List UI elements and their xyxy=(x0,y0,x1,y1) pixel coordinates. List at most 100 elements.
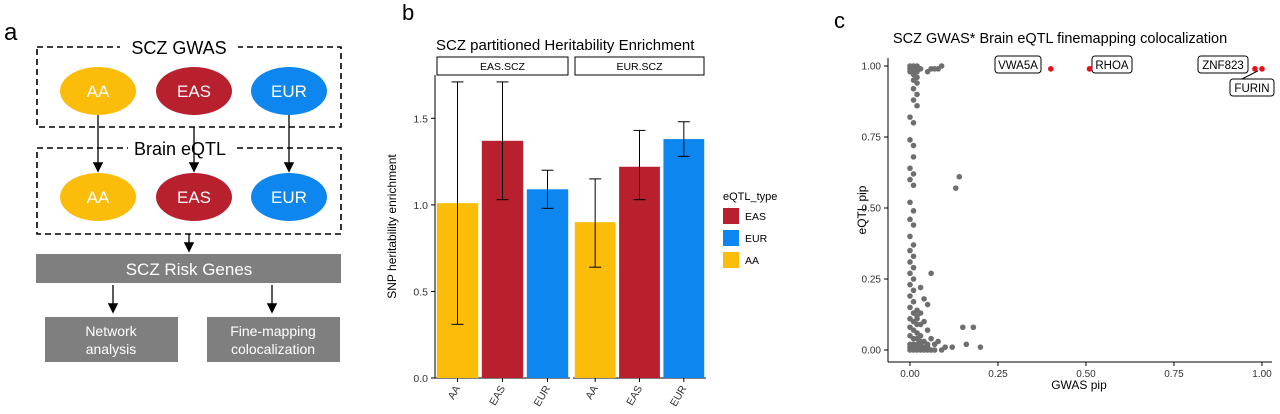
legend-label: AA xyxy=(745,255,759,267)
scatter-point xyxy=(907,176,913,183)
panel-a-workflow-diagram: a SCZ GWAS AA EAS EUR Brain eQTL AA EAS … xyxy=(0,0,360,409)
eqtl-node-aa xyxy=(60,173,136,221)
legend-swatch xyxy=(723,252,739,268)
scatter-point xyxy=(907,304,913,311)
gene-label-box xyxy=(1229,78,1275,97)
bar xyxy=(663,139,705,378)
bar-y-tick-label: 0.5 xyxy=(413,286,428,298)
scatter-point xyxy=(928,270,934,277)
legend-swatch xyxy=(723,230,739,246)
network-label-line2: analysis xyxy=(86,341,137,357)
scatter-point xyxy=(960,324,966,331)
bar-y-tick-label: 1.0 xyxy=(413,200,428,212)
finemap-label-line2: colocalization xyxy=(231,341,315,357)
facet-strip xyxy=(436,56,569,76)
legend-title: eQTL_type xyxy=(723,191,777,203)
scatter-x-tick-label: 0.00 xyxy=(900,369,920,380)
risk-genes-label: SCZ Risk Genes xyxy=(126,260,253,279)
gene-label: VWA5A xyxy=(998,60,1038,72)
scatter-point xyxy=(910,253,917,260)
panel-c-scatter-plot: c SCZ GWAS* Brain eQTL finemapping coloc… xyxy=(830,0,1280,409)
scatter-xlabel: GWAS pip xyxy=(1051,378,1107,392)
bar-x-tick-label: AA xyxy=(446,384,463,402)
eqtl-group-title: Brain eQTL xyxy=(134,139,226,159)
bar-x-tick-label: AA xyxy=(583,384,600,402)
gwas-title-mask xyxy=(120,36,238,58)
scatter-point xyxy=(914,102,920,109)
scatter-point xyxy=(952,185,959,191)
finemapping-box xyxy=(207,317,340,362)
gwas-node-eur-label: EUR xyxy=(271,82,307,101)
bar-chart-ylabel: SNP heritability enrichment xyxy=(385,154,399,299)
colocalization-scatter-svg: c SCZ GWAS* Brain eQTL finemapping coloc… xyxy=(834,8,1275,392)
network-analysis-box xyxy=(45,317,178,362)
legend-label: EAS xyxy=(745,211,766,223)
scatter-point xyxy=(914,307,920,314)
eqtl-node-eas xyxy=(156,173,232,221)
highlighted-point xyxy=(1259,66,1265,72)
bar xyxy=(619,166,660,378)
gene-label: ZNF823 xyxy=(1202,60,1244,72)
eqtl-node-eur-label: EUR xyxy=(271,188,307,207)
scatter-point xyxy=(910,222,917,228)
facet-strip xyxy=(574,56,705,76)
scatter-point xyxy=(910,298,917,305)
gene-label-box xyxy=(1091,55,1133,74)
scatter-point xyxy=(907,165,913,172)
scatter-point xyxy=(907,199,913,206)
scatter-point xyxy=(977,344,984,350)
scatter-point xyxy=(910,154,917,160)
scatter-y-tick-label: 0.50 xyxy=(862,204,882,215)
scatter-y-tick-label: 0.00 xyxy=(862,346,882,357)
scatter-point xyxy=(907,233,913,240)
gene-label-leader xyxy=(1241,70,1259,80)
scatter-point xyxy=(938,63,945,69)
scatter-point xyxy=(910,97,917,103)
scatter-point xyxy=(910,264,917,271)
scatter-point xyxy=(914,80,920,86)
scatter-point xyxy=(910,208,917,214)
scatter-point xyxy=(956,173,963,180)
bar-x-tick-label: EAS xyxy=(487,384,508,408)
eqtl-node-aa-label: AA xyxy=(87,188,110,207)
gwas-node-eur xyxy=(251,67,327,115)
finemap-label-line1: Fine-mapping xyxy=(230,323,316,339)
eqtl-node-eas-label: EAS xyxy=(177,188,211,207)
scatter-point xyxy=(910,142,917,149)
scatter-point xyxy=(910,276,917,282)
panel-c-letter: c xyxy=(834,8,845,33)
scatter-point xyxy=(928,335,934,342)
scatter-y-tick-label: 1.00 xyxy=(862,62,882,73)
scatter-point xyxy=(907,259,913,265)
facet-strip-label: EUR.SCZ xyxy=(616,61,663,73)
panel-b-letter: b xyxy=(402,0,414,25)
bar-x-tick-label: EAS xyxy=(624,384,645,408)
scatter-point xyxy=(917,284,924,291)
gwas-node-aa-label: AA xyxy=(87,82,110,101)
scatter-point xyxy=(910,287,917,294)
heritability-chart-svg: b SCZ partitioned Heritability Enrichmen… xyxy=(385,0,777,409)
scatter-title: SCZ GWAS* Brain eQTL finemapping colocal… xyxy=(893,31,1227,47)
gwas-node-eas-label: EAS xyxy=(177,82,211,101)
facet-strip-label: EAS.SCZ xyxy=(480,61,526,73)
gwas-group-title: SCZ GWAS xyxy=(131,38,226,58)
risk-genes-box xyxy=(36,254,341,283)
scatter-point xyxy=(970,324,977,331)
network-label-line1: Network xyxy=(85,323,137,339)
scatter-point xyxy=(907,247,913,254)
scatter-y-tick-label: 0.75 xyxy=(862,133,882,144)
gene-label: FURIN xyxy=(1234,83,1269,95)
scatter-point xyxy=(914,91,920,98)
scatter-point xyxy=(907,114,913,120)
scatter-point xyxy=(907,293,913,299)
panel-a-letter: a xyxy=(4,19,18,46)
gwas-node-eas xyxy=(156,67,232,115)
bar-chart-title: SCZ partitioned Heritability Enrichment xyxy=(436,37,695,54)
scatter-x-tick-label: 1.00 xyxy=(1252,369,1272,380)
scatter-point xyxy=(963,341,970,348)
scatter-point xyxy=(910,171,917,177)
bar xyxy=(526,189,569,378)
gwas-node-aa xyxy=(60,67,136,115)
scatter-point xyxy=(910,182,917,189)
scatter-x-tick-label: 0.75 xyxy=(1164,369,1184,380)
